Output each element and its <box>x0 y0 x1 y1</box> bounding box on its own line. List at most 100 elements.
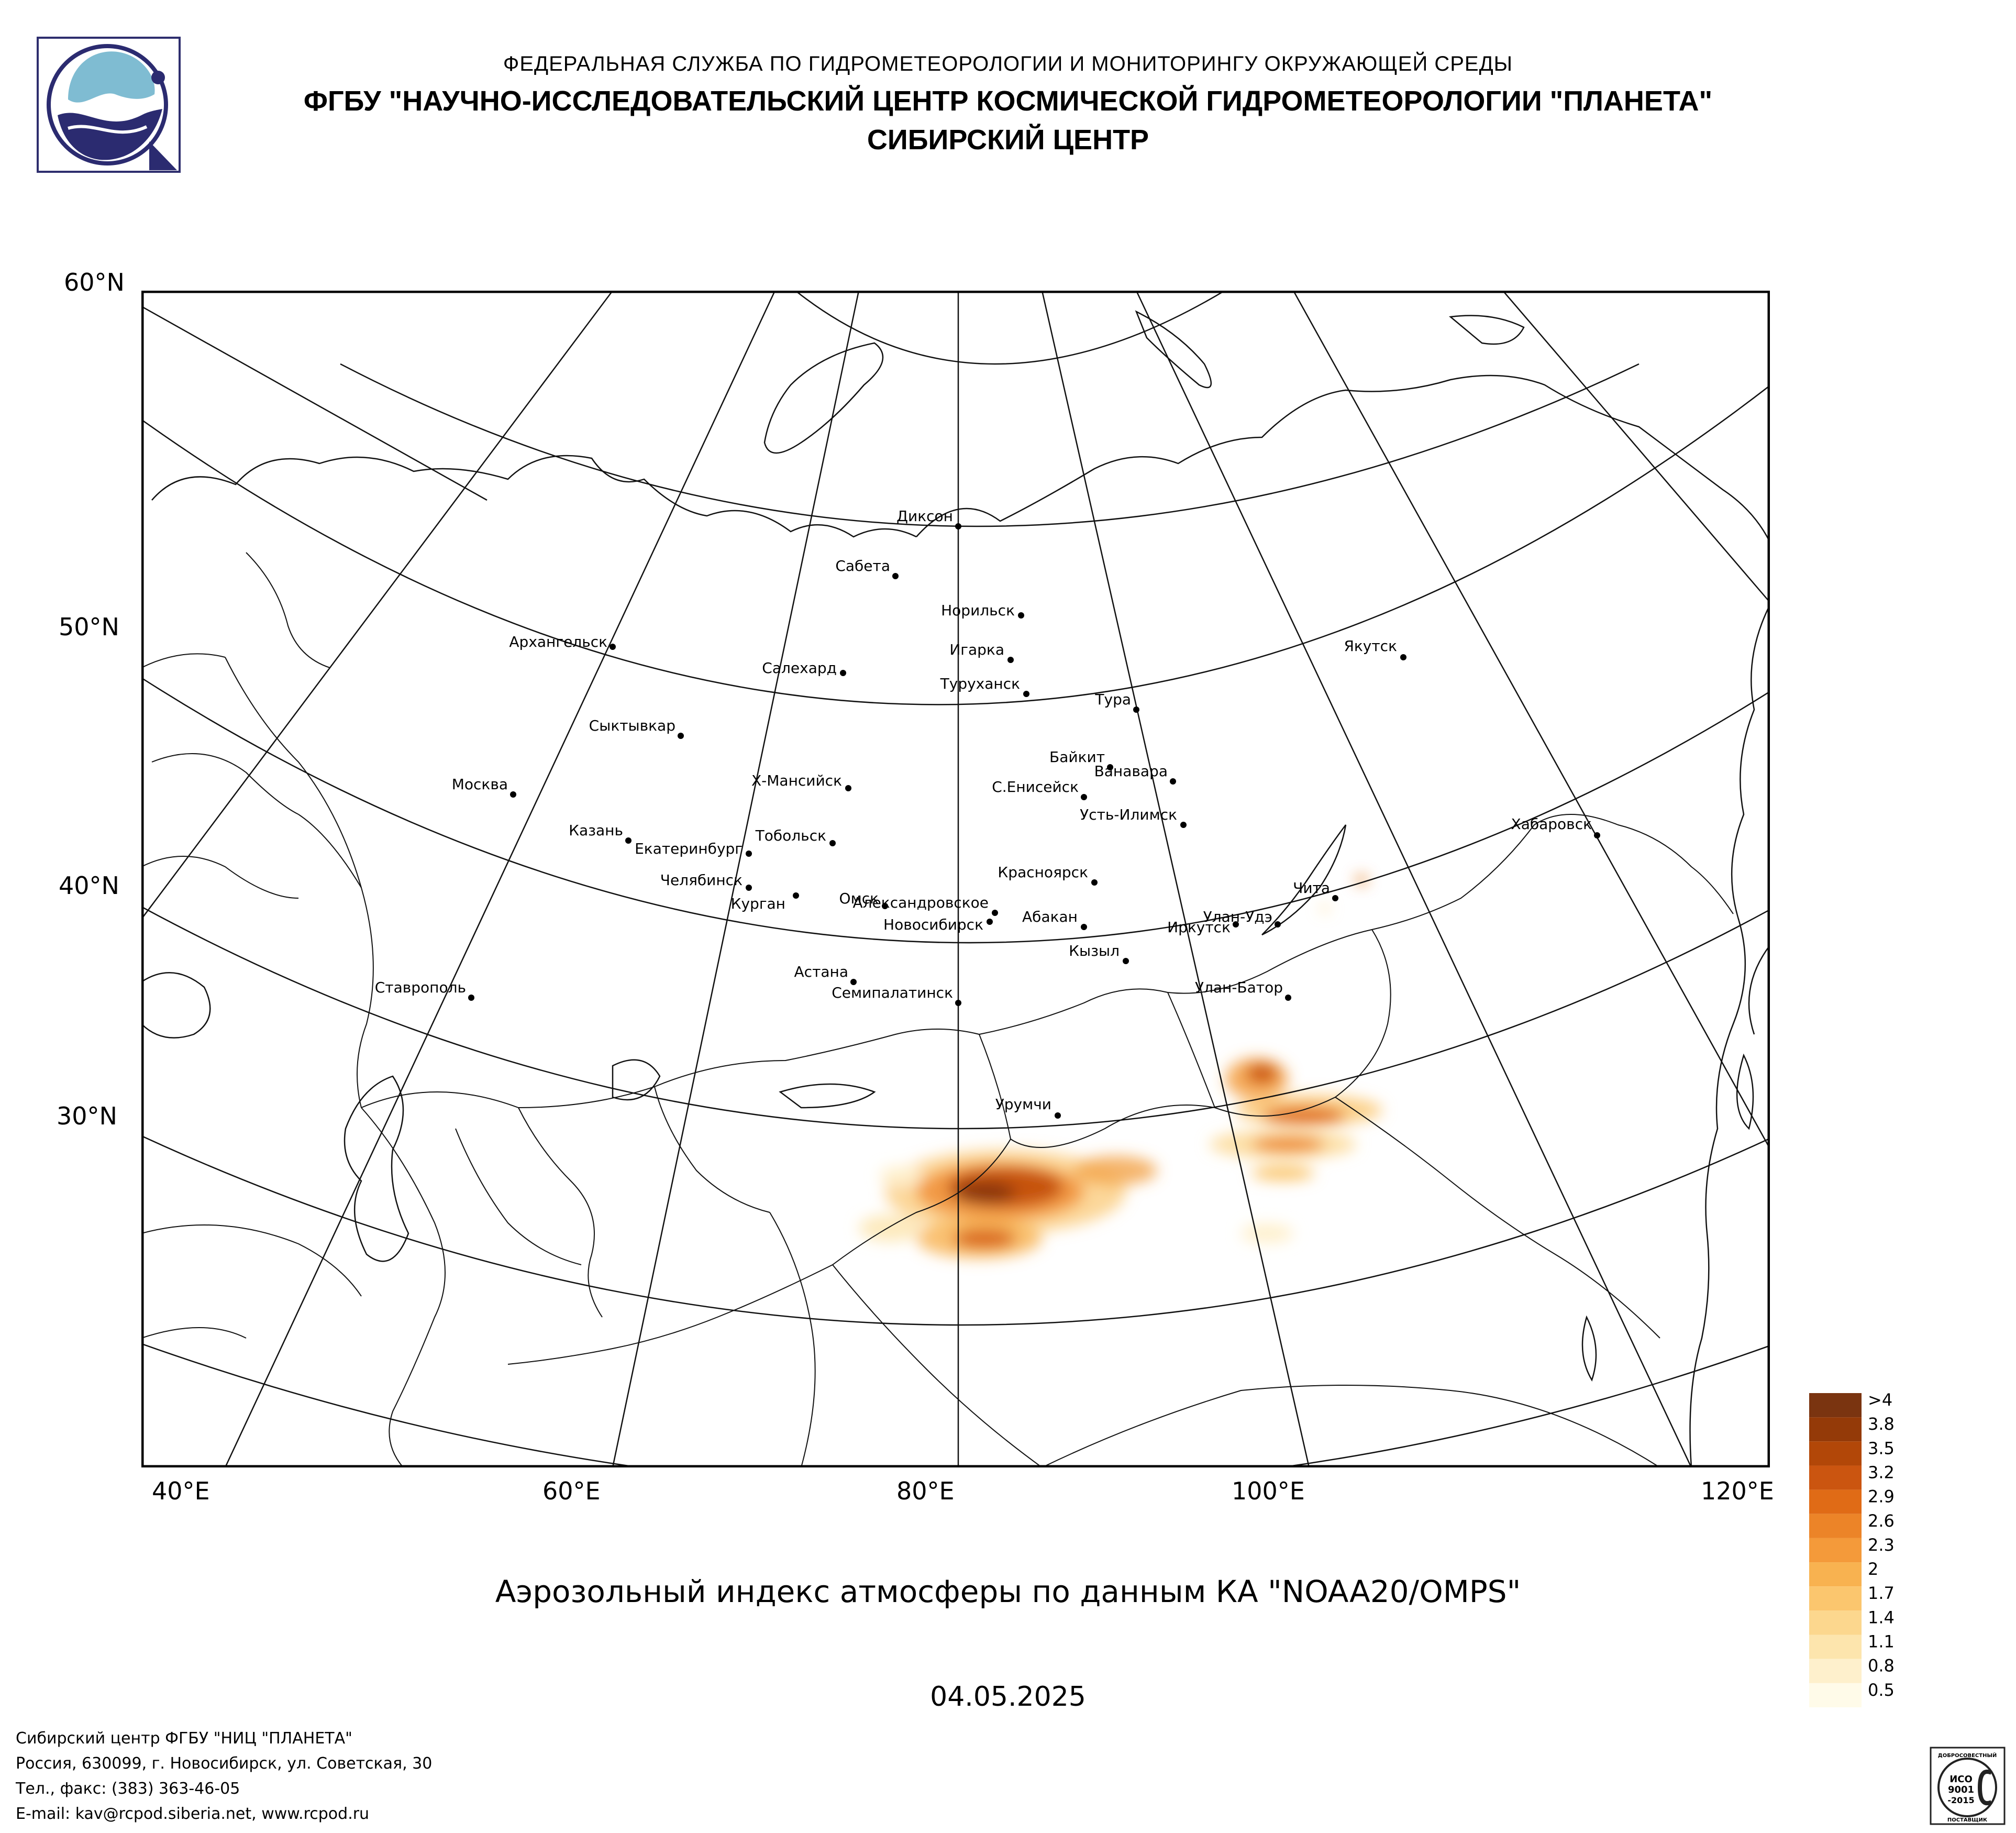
legend-swatch <box>1809 1393 1862 1418</box>
city-label: Норильск <box>941 602 1015 619</box>
city-label: Улан-Батор <box>1195 979 1283 996</box>
city-label: Архангельск <box>509 633 607 650</box>
city-label: Новосибирск <box>883 916 983 933</box>
color-legend: >4 3.8 3.5 3.2 2.9 2.6 2.3 2 1.7 1.4 1.1 0.8 0.5 <box>1809 1390 1914 1707</box>
city-marker: Астана <box>794 963 857 985</box>
city-dot <box>1332 895 1338 901</box>
cert-top-text: ДОБРОСОВЕСТНЫЙ <box>1938 1752 1997 1759</box>
city-marker: Омск <box>839 890 888 909</box>
map-date: 04.05.2025 <box>930 1681 1086 1713</box>
city-dot <box>1285 995 1291 1001</box>
city-dot <box>746 851 752 857</box>
legend-label: 3.2 <box>1868 1462 1895 1482</box>
legend-swatch <box>1809 1586 1862 1611</box>
city-marker: Иркутск <box>1167 919 1239 936</box>
city-dot <box>793 892 799 899</box>
footer-contacts: Сибирский центр ФГБУ "НИЦ "ПЛАНЕТА" Росс… <box>16 1726 432 1827</box>
lon-label-100: 100°E <box>1232 1477 1305 1505</box>
city-label: Тобольск <box>755 827 826 844</box>
city-dot <box>1081 794 1087 800</box>
borders <box>141 552 1734 1467</box>
city-marker: Игарка <box>949 641 1014 663</box>
city-label: Усть-Илимск <box>1080 806 1177 823</box>
city-dot <box>510 791 516 798</box>
city-dot <box>1594 832 1600 838</box>
legend-swatch <box>1809 1562 1862 1587</box>
city-marker: Чита <box>1293 879 1338 901</box>
city-label: Казань <box>569 822 623 839</box>
city-label: С.Енисейск <box>992 778 1079 796</box>
city-label: Челябинск <box>660 871 743 889</box>
city-dot <box>882 903 888 909</box>
lon-label-80: 80°E <box>896 1477 955 1505</box>
lat-label-40: 40°N <box>59 871 119 900</box>
city-label: Астана <box>794 963 848 980</box>
city-marker: Диксон <box>896 507 961 529</box>
city-marker: Урумчи <box>995 1096 1061 1119</box>
city-dot <box>1007 657 1014 663</box>
city-marker: Челябинск <box>660 871 752 891</box>
city-dot <box>1123 958 1129 964</box>
city-marker: Байкит <box>1049 748 1113 770</box>
city-dot <box>840 670 846 676</box>
legend-label: 1.4 <box>1868 1607 1895 1627</box>
lon-label-40: 40°E <box>152 1477 210 1505</box>
city-marker: Москва <box>452 776 516 798</box>
city-marker: Александровское <box>853 894 998 916</box>
city-dot <box>610 644 616 650</box>
city-label: Якутск <box>1344 637 1397 655</box>
city-marker: Якутск <box>1344 637 1406 660</box>
footer-address: Россия, 630099, г. Новосибирск, ул. Сове… <box>16 1754 433 1773</box>
city-marker: Усть-Илимск <box>1080 806 1187 828</box>
city-marker: Сабета <box>835 557 899 579</box>
lat-label-30: 30°N <box>57 1102 117 1130</box>
map-subtitle: Аэрозольный индекс атмосферы по данным К… <box>495 1574 1521 1609</box>
lat-label-60: 60°N <box>64 268 125 296</box>
footer-org: Сибирский центр ФГБУ "НИЦ "ПЛАНЕТА" <box>16 1729 352 1748</box>
city-marker: Красноярск <box>998 864 1098 886</box>
legend-swatch <box>1809 1514 1862 1538</box>
city-label: Кызыл <box>1069 942 1120 959</box>
iso-9001-certification-icon: ДОБРОСОВЕСТНЫЙ ИСО 9001 -2015 ПОСТАВЩИК <box>1930 1747 2006 1825</box>
lat-label-50: 50°N <box>59 613 119 641</box>
city-label: Урумчи <box>995 1096 1051 1113</box>
city-marker: Казань <box>569 822 632 844</box>
city-marker: Новосибирск <box>883 916 993 933</box>
map-frame <box>140 290 1771 1468</box>
city-dot <box>1018 612 1024 619</box>
city-label: Байкит <box>1049 748 1105 766</box>
city-dot <box>1107 764 1113 770</box>
city-marker: Туруханск <box>940 675 1029 697</box>
city-label: Сыктывкар <box>589 717 675 734</box>
city-label: Диксон <box>896 507 953 525</box>
city-label: Хабаровск <box>1511 815 1592 833</box>
city-label: Чита <box>1293 879 1330 897</box>
city-dot <box>1081 924 1087 930</box>
aerosol-map: Диксон Сабета Норильск Игарка Салехард Туруха… <box>140 290 1771 1468</box>
legend-swatch <box>1809 1538 1862 1563</box>
city-label: Иркутск <box>1167 919 1231 936</box>
legend-label: >4 <box>1868 1393 1892 1410</box>
city-marker: Семипалатинск <box>832 984 961 1006</box>
legend-label: 0.5 <box>1868 1680 1895 1700</box>
city-label: Семипалатинск <box>832 984 953 1001</box>
city-label: Игарка <box>949 641 1004 658</box>
city-dot <box>1400 654 1406 660</box>
legend-label: 2.9 <box>1868 1487 1895 1507</box>
city-marker: Абакан <box>1022 908 1087 930</box>
city-marker: Тобольск <box>755 827 836 846</box>
legend-swatch <box>1809 1417 1862 1442</box>
legend-swatch <box>1809 1635 1862 1659</box>
city-marker: Х-Мансийск <box>751 772 851 791</box>
city-marker: Салехард <box>762 659 846 677</box>
city-label: Александровское <box>853 894 989 911</box>
legend-label: 3.5 <box>1868 1438 1895 1458</box>
city-label: Красноярск <box>998 864 1088 881</box>
city-dot <box>1233 921 1239 927</box>
city-label: Туруханск <box>940 675 1020 692</box>
city-dot <box>746 885 752 891</box>
header-institute: ФГБУ "НАУЧНО-ИССЛЕДОВАТЕЛЬСКИЙ ЦЕНТР КОС… <box>303 85 1713 117</box>
city-marker: Кызыл <box>1069 942 1129 964</box>
city-dot <box>955 523 961 529</box>
city-dot <box>1055 1112 1061 1119</box>
